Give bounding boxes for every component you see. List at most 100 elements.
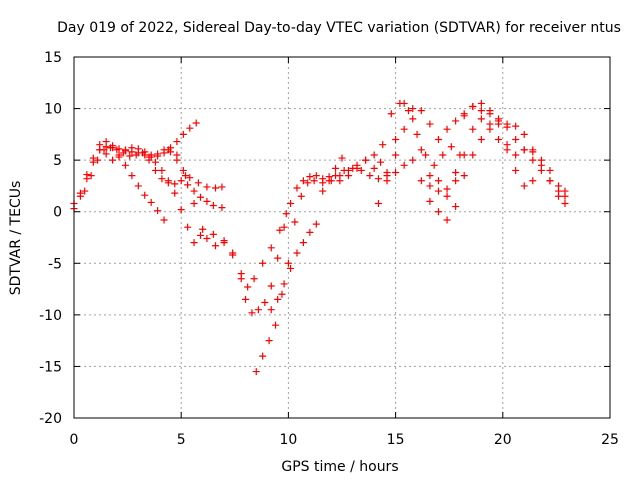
data-point — [209, 230, 217, 238]
data-point — [280, 223, 288, 231]
data-point — [452, 177, 460, 185]
data-point — [460, 110, 468, 118]
data-point — [306, 228, 314, 236]
data-point — [259, 352, 267, 360]
x-axis-label: GPS time / hours — [281, 459, 398, 475]
data-point — [280, 280, 288, 288]
data-point — [177, 206, 185, 214]
data-point — [220, 237, 228, 245]
data-point — [404, 107, 412, 115]
data-point — [151, 158, 159, 166]
data-point — [261, 298, 269, 306]
data-point — [284, 259, 292, 267]
data-point — [529, 148, 537, 156]
data-point — [520, 182, 528, 190]
data-point — [141, 148, 149, 156]
data-point — [83, 171, 91, 179]
data-point — [520, 130, 528, 138]
data-point — [128, 172, 136, 180]
data-point — [561, 199, 569, 207]
data-point — [171, 189, 179, 197]
y-tick-label: -10 — [39, 308, 62, 324]
data-point — [434, 187, 442, 195]
y-tick-label: 15 — [44, 50, 62, 66]
data-point — [160, 216, 168, 224]
data-point — [417, 107, 425, 115]
data-point — [392, 136, 400, 144]
data-point — [325, 177, 333, 185]
data-point — [158, 175, 166, 183]
x-tick-label: 25 — [601, 432, 619, 448]
data-point — [128, 144, 136, 152]
data-point — [293, 184, 301, 192]
data-point — [164, 177, 172, 185]
data-point — [439, 151, 447, 159]
data-point — [413, 130, 421, 138]
data-point — [400, 161, 408, 169]
data-point — [242, 295, 250, 303]
data-point — [267, 282, 275, 290]
data-point — [392, 151, 400, 159]
data-point — [115, 153, 123, 161]
data-point — [184, 181, 192, 189]
data-point — [244, 283, 252, 291]
data-point — [422, 151, 430, 159]
data-point — [248, 309, 256, 317]
data-point — [212, 242, 220, 250]
data-point — [469, 125, 477, 133]
data-point — [434, 136, 442, 144]
data-point — [267, 306, 275, 314]
data-point — [495, 120, 503, 128]
data-point — [87, 172, 95, 180]
data-point — [171, 180, 179, 188]
data-point — [312, 172, 320, 180]
data-point — [154, 152, 162, 160]
data-point — [546, 177, 554, 185]
data-point — [400, 125, 408, 133]
series-arc-10 — [374, 99, 569, 207]
data-point — [229, 249, 237, 257]
data-point — [370, 151, 378, 159]
data-point — [370, 164, 378, 172]
data-point — [312, 220, 320, 228]
data-point — [252, 368, 260, 376]
data-point — [184, 223, 192, 231]
data-point — [76, 189, 84, 197]
data-point — [282, 210, 290, 218]
data-point — [203, 183, 211, 191]
data-point — [353, 164, 361, 172]
data-point — [158, 166, 166, 174]
data-point — [357, 166, 365, 174]
data-point — [319, 179, 327, 187]
data-point — [297, 192, 305, 200]
data-point — [134, 145, 142, 153]
data-point — [417, 177, 425, 185]
data-point — [503, 120, 511, 128]
data-point — [81, 187, 89, 195]
y-tick-label: -15 — [39, 359, 62, 375]
data-point — [377, 158, 385, 166]
data-point — [512, 122, 520, 130]
data-point — [417, 146, 425, 154]
y-axis-label: SDTVAR / TECUs — [8, 181, 24, 296]
data-point — [319, 187, 327, 195]
data-point — [409, 156, 417, 164]
data-point — [190, 187, 198, 195]
data-point — [259, 259, 267, 267]
data-point — [409, 115, 417, 123]
y-tick-label: 10 — [44, 102, 62, 118]
data-point — [495, 136, 503, 144]
data-point — [132, 151, 140, 159]
data-point — [447, 143, 455, 151]
data-point — [181, 172, 189, 180]
data-point — [469, 151, 477, 159]
data-point — [452, 169, 460, 177]
chart-title: Day 019 of 2022, Sidereal Day-to-day VTE… — [57, 20, 621, 36]
data-point — [537, 156, 545, 164]
data-point — [106, 144, 114, 152]
data-point — [196, 193, 204, 201]
data-point — [147, 198, 155, 206]
data-point — [366, 172, 374, 180]
data-point — [151, 166, 159, 174]
